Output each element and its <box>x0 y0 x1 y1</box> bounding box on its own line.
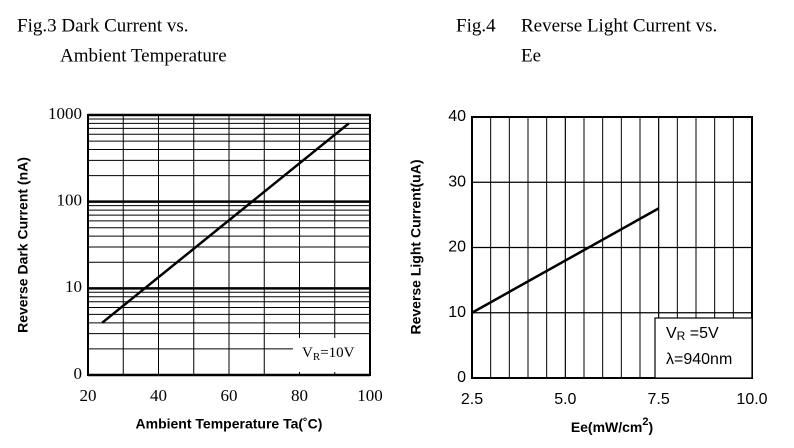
annotation: VR =5V <box>666 325 719 343</box>
chart-title: Ee <box>521 45 541 66</box>
y-tick-label: 10 <box>65 277 82 296</box>
y-axis-label: Reverse Dark Current (nA) <box>15 157 31 333</box>
chart-title: Fig.3 Dark Current vs. <box>17 15 189 36</box>
y-tick-label: 30 <box>448 173 466 190</box>
y-tick-label: 100 <box>57 191 83 210</box>
x-tick-label: 20 <box>80 386 97 405</box>
x-axis-label: Ambient Temperature Ta(˚C) <box>136 416 323 432</box>
annotation-part: V <box>666 325 677 342</box>
x-tick-label: 5.0 <box>554 391 576 408</box>
x-tick-label: 10.0 <box>736 391 767 408</box>
annotation: λ=940nm <box>666 351 732 368</box>
annotation-box <box>654 317 753 379</box>
y-tick-label: 0 <box>74 364 83 383</box>
annotation: VR=10V <box>302 345 355 362</box>
data-line <box>101 122 350 324</box>
y-tick-label: 10 <box>448 304 466 321</box>
y-tick-label: 20 <box>448 239 466 256</box>
x-axis-label-part: Ee(mW/cm <box>571 419 643 435</box>
y-tick-label: 1000 <box>48 104 82 123</box>
y-tick-label: 0 <box>457 369 466 386</box>
annotation-sub: R <box>313 351 321 363</box>
x-tick-label: 40 <box>150 386 167 405</box>
y-tick-label: 40 <box>448 108 466 125</box>
x-tick-label: 60 <box>221 386 238 405</box>
data-line <box>471 207 660 314</box>
annotation-part: =5V <box>685 325 719 342</box>
annotation-sub: R <box>677 329 686 343</box>
x-axis-label: Ee(mW/cm2) <box>571 416 653 435</box>
chart-title: Reverse Light Current vs. <box>521 15 717 36</box>
x-tick-label: 2.5 <box>461 391 483 408</box>
annotation-part: V <box>302 345 313 361</box>
x-axis-label-part: ) <box>649 419 654 435</box>
x-tick-label: 100 <box>357 386 383 405</box>
annotation-box <box>293 338 369 372</box>
y-axis-label: Reverse Light Current(uA) <box>408 159 424 334</box>
chart-title: Fig.4 <box>456 15 496 36</box>
plot-frame <box>87 114 371 376</box>
chart-title: Ambient Temperature <box>60 45 227 66</box>
x-axis-label-sup: 2 <box>642 416 648 428</box>
x-tick-label: 80 <box>291 386 308 405</box>
annotation-part: =10V <box>320 345 354 361</box>
x-tick-label: 7.5 <box>648 391 670 408</box>
plot-frame <box>471 116 753 379</box>
